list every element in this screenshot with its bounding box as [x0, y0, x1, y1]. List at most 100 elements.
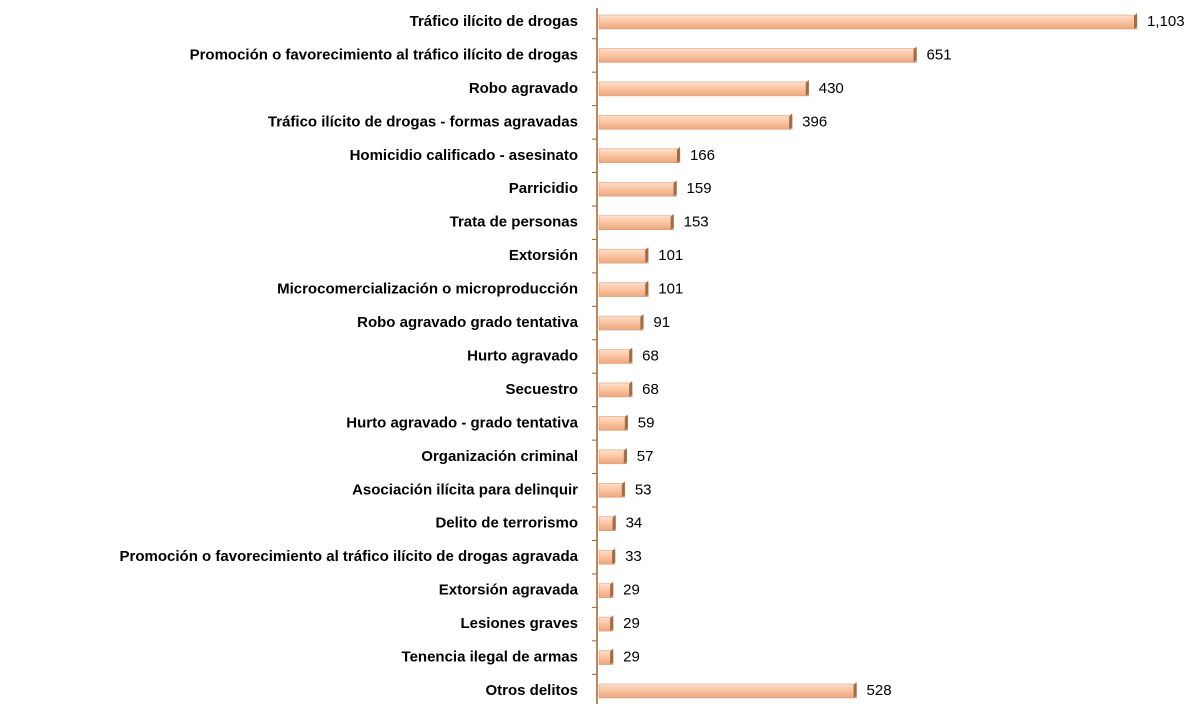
data-label: 91	[653, 314, 670, 331]
y-tick-label: Promoción o favorecimiento al tráfico il…	[190, 46, 578, 63]
bar-body	[598, 182, 677, 197]
data-label: 153	[684, 214, 709, 231]
y-tick-label: Hurto agravado - grado tentativa	[346, 414, 578, 431]
bar-body	[598, 248, 649, 264]
y-tick-label: Extorsión agravada	[439, 582, 579, 599]
data-label: 101	[658, 281, 683, 298]
bar	[598, 581, 614, 598]
bar-body	[598, 148, 681, 164]
bar-cap	[645, 280, 649, 297]
y-tick-label: Hurto agravado	[467, 347, 578, 364]
bar-cap	[913, 46, 917, 63]
bar-body	[598, 215, 674, 230]
bar-cap	[676, 146, 680, 163]
bar	[598, 481, 626, 498]
y-tick-label: Delito de terrorismo	[435, 515, 578, 532]
bar	[598, 146, 681, 164]
bar-body	[598, 382, 633, 398]
y-tick-label: Trata de personas	[450, 214, 578, 231]
bar-cap	[610, 581, 614, 598]
data-label: 396	[802, 113, 827, 130]
data-label: 651	[927, 46, 952, 63]
bar-cap	[610, 615, 614, 632]
y-tick-label: Robo agravado	[469, 80, 578, 97]
bar-body	[598, 115, 793, 130]
data-label: 166	[690, 147, 715, 164]
bar-body	[598, 416, 629, 431]
data-label: 29	[623, 649, 640, 666]
y-tick-label: Robo agravado grado tentativa	[357, 314, 579, 331]
y-tick-label: Secuestro	[505, 381, 578, 398]
bar	[598, 447, 628, 465]
bar-body	[598, 282, 649, 297]
bar	[598, 247, 649, 264]
bar-cap	[645, 247, 649, 264]
data-label: 159	[687, 180, 712, 197]
y-tick-label: Microcomercialización o microproducción	[277, 281, 578, 298]
bar	[598, 548, 616, 565]
y-tick-label: Organización criminal	[421, 448, 578, 465]
bar	[598, 213, 674, 230]
data-label: 34	[626, 515, 643, 532]
bar-body	[598, 449, 628, 465]
bar-body	[598, 48, 917, 63]
bar-cap	[789, 113, 793, 130]
bar-cap	[1134, 13, 1137, 29]
bar-cap	[612, 548, 616, 565]
bar-cap	[673, 180, 677, 197]
y-tick-label: Otros delitos	[485, 682, 578, 699]
bar	[598, 682, 857, 699]
bar-cap	[624, 414, 628, 431]
bar-cap	[629, 347, 633, 364]
data-label: 528	[867, 682, 892, 699]
bar	[598, 280, 649, 297]
bar-cap	[610, 648, 614, 665]
y-tick-label: Asociación ilícita para delinquir	[352, 481, 578, 498]
bar-body	[598, 14, 1138, 30]
bar-body	[598, 349, 633, 364]
bar-cap	[621, 481, 625, 498]
bar	[598, 414, 629, 431]
bar	[598, 347, 633, 364]
data-label: 430	[819, 80, 844, 97]
data-label: 101	[658, 247, 683, 264]
y-tick-label: Promoción o favorecimiento al tráfico il…	[120, 548, 579, 565]
bar	[598, 180, 677, 197]
bar-cap	[623, 447, 627, 464]
bar-body	[598, 683, 857, 699]
bar-cap	[853, 682, 857, 698]
y-tick-label: Tráfico ilícito de drogas	[410, 13, 578, 30]
data-label: 53	[635, 481, 652, 498]
bar-body	[598, 483, 626, 498]
y-tick-label: Tráfico ilícito de drogas - formas agrav…	[268, 113, 578, 130]
y-tick-label: Extorsión	[509, 247, 578, 264]
bar	[598, 380, 633, 398]
bar	[598, 314, 644, 331]
bar	[598, 615, 614, 632]
y-tick-label: Parricidio	[509, 180, 578, 197]
bar-body	[598, 81, 809, 97]
data-label: 68	[642, 347, 659, 364]
bar	[598, 13, 1138, 30]
y-tick-label: Homicidio calificado - asesinato	[350, 147, 578, 164]
data-label: 68	[642, 381, 659, 398]
data-label: 57	[637, 448, 654, 465]
data-label: 1,103	[1147, 13, 1185, 30]
data-label: 59	[638, 414, 655, 431]
bar-body	[598, 315, 644, 331]
bar-cap	[670, 213, 674, 230]
bar	[598, 79, 809, 97]
bar	[598, 514, 616, 531]
data-label: 33	[625, 548, 642, 565]
bar-cap	[612, 514, 616, 531]
bar	[598, 648, 614, 665]
bar-cap	[629, 380, 633, 397]
bar	[598, 46, 917, 63]
y-tick-label: Lesiones graves	[460, 615, 578, 632]
bar	[598, 113, 793, 130]
y-tick-label: Tenencia ilegal de armas	[402, 649, 578, 666]
bar-cap	[640, 314, 644, 331]
data-label: 29	[623, 615, 640, 632]
